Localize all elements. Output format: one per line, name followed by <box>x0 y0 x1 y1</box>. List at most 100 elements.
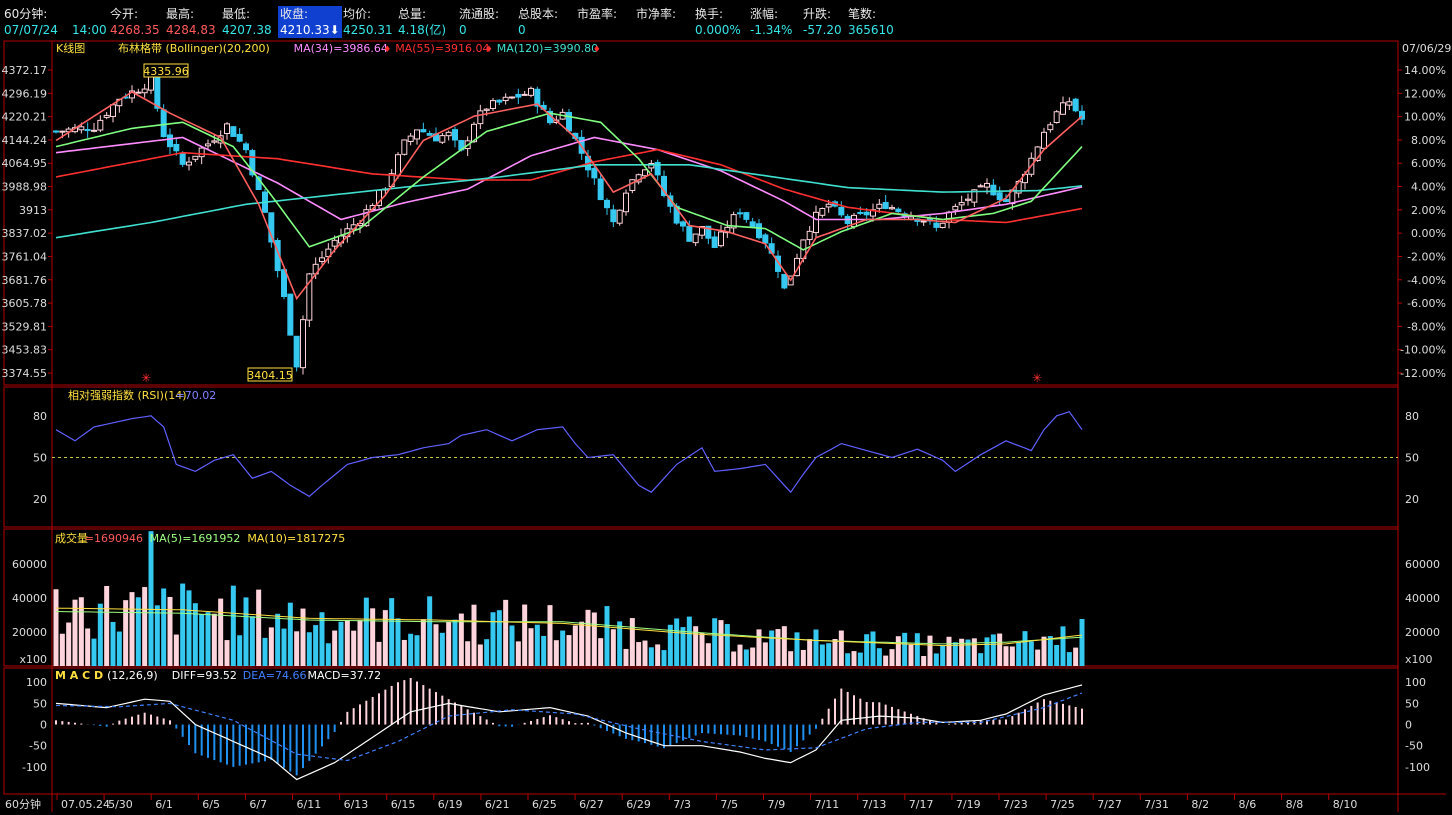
volume-bar <box>395 618 401 666</box>
volume-bar <box>351 630 357 666</box>
candle-body <box>78 126 85 131</box>
volume-bar <box>598 638 604 666</box>
legend-arrow-icon: ♦ <box>593 45 601 55</box>
y-tick-label: 3988.98 <box>2 181 48 194</box>
volume-bar <box>819 644 825 666</box>
volume-bar <box>490 612 496 666</box>
volume-bar <box>313 625 319 666</box>
macd-y-label: 0 <box>40 719 47 732</box>
candle-body <box>103 114 110 118</box>
volume-bar <box>325 643 331 666</box>
y-tick-label-pct: 2.00% <box>1411 204 1446 217</box>
volume-bar <box>579 621 585 666</box>
macd-legend-item: (12,26,9) <box>107 669 158 682</box>
volume-bar <box>452 619 458 666</box>
y-tick-label-pct: 6.00% <box>1411 157 1446 170</box>
volume-bar <box>509 625 515 666</box>
volume-bar <box>667 624 673 666</box>
volume-bar <box>895 636 901 666</box>
header-field-label: 流通股: <box>459 7 500 21</box>
candle-body <box>1072 98 1079 112</box>
volume-bar <box>1066 652 1072 666</box>
header-field: 均价: 4250.31 <box>343 6 393 38</box>
volume-bar <box>503 599 509 666</box>
volume-bar <box>294 631 300 666</box>
macd-y-label: 100 <box>26 676 47 689</box>
x-tick-label: 6/19 <box>438 798 463 811</box>
volume-bar <box>376 641 382 666</box>
header-field-label: 市净率: <box>636 7 677 21</box>
candle-body <box>211 140 218 143</box>
y-tick-label: 3761.04 <box>2 250 48 263</box>
y-tick-label: 4064.95 <box>2 157 48 170</box>
candle-body <box>306 273 313 321</box>
candle-body <box>711 236 718 248</box>
volume-bar <box>990 634 996 666</box>
volume-bar <box>471 604 477 666</box>
volume-bar <box>237 635 243 666</box>
kline-date-tag: 07/06/29 <box>1402 42 1451 55</box>
candle-body <box>876 203 883 209</box>
header-field-value: 0 <box>459 23 467 37</box>
rsi-y-label: 20 <box>33 493 47 506</box>
candle-body <box>192 155 199 160</box>
header-field: 涨幅: -1.34% <box>750 6 792 38</box>
header-field-label: 升跌: <box>803 7 832 21</box>
rsi-y-label: 80 <box>33 410 47 423</box>
candle-body <box>775 255 781 272</box>
candle-body <box>420 129 427 133</box>
candle-body <box>154 74 161 109</box>
x-tick-label: 6/11 <box>297 798 322 811</box>
header-field-value: 4250.31 <box>343 23 393 37</box>
header-field: 60分钟: 07/07/24 14:00 <box>4 6 107 38</box>
candle-body <box>439 135 446 143</box>
volume-bar <box>1003 646 1009 666</box>
volume-bar <box>515 641 521 666</box>
vol-y-label: 40000 <box>12 592 47 605</box>
candle-body <box>813 211 819 234</box>
header-field-label: 总股本: <box>518 7 559 21</box>
candle-body <box>566 111 572 132</box>
candle-body <box>996 192 1003 201</box>
ma-line-ma34 <box>55 136 1083 221</box>
volume-bar <box>401 639 407 666</box>
volume-bar <box>940 645 946 666</box>
volume-bar <box>927 635 933 666</box>
candle-body <box>667 195 674 207</box>
volume-bar <box>686 616 692 666</box>
volume-bar <box>268 627 274 666</box>
macd-y-label-right: 50 <box>1405 697 1419 710</box>
x-tick-label: 7/3 <box>673 798 691 811</box>
volume-bar <box>300 608 306 666</box>
volume-bar <box>1054 645 1060 666</box>
header-field-value: 365610 <box>848 23 894 37</box>
volume-bar <box>224 640 230 666</box>
volume-bar <box>186 590 192 666</box>
header-field-label: 最高: <box>166 7 195 21</box>
x-tick-label: 6/7 <box>249 798 267 811</box>
volume-bar <box>971 638 977 666</box>
volume-bar <box>610 629 616 666</box>
volume-bar <box>952 642 958 666</box>
candle-body <box>933 222 940 228</box>
volume-bar <box>794 632 800 666</box>
volume-bar <box>72 599 78 666</box>
macd-dea-line <box>55 692 1083 762</box>
header-field-value: 0 <box>518 23 526 37</box>
volume-bar <box>484 639 490 666</box>
volume-bar <box>433 624 439 666</box>
candle-body <box>1003 198 1009 203</box>
macd-legend-item: M A C D <box>55 669 103 682</box>
volume-bar <box>674 618 680 666</box>
volume-bar <box>116 631 122 666</box>
volume-bar <box>338 621 344 666</box>
vol-y-label: 20000 <box>12 626 47 639</box>
candle-body <box>471 123 477 143</box>
rsi-legend-item: =70.02 <box>176 389 217 402</box>
volume-bar <box>1016 642 1022 666</box>
header-field-value: 4207.38 <box>222 23 272 37</box>
x-tick-label: 8/10 <box>1333 798 1358 811</box>
y-tick-label: 4372.17 <box>2 64 48 77</box>
volume-bar <box>997 633 1003 666</box>
